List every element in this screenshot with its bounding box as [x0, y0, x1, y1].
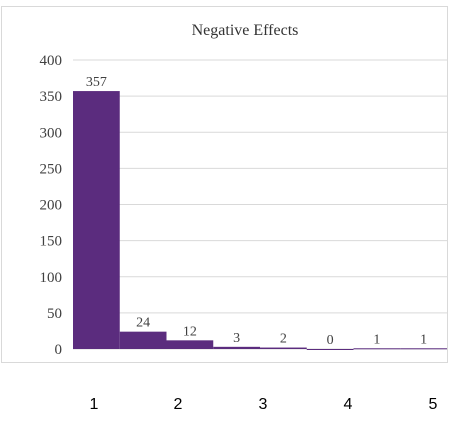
y-tick-label: 400 — [40, 53, 63, 69]
y-tick-label: 150 — [40, 234, 63, 250]
y-tick-label: 200 — [40, 198, 63, 214]
bars — [73, 91, 447, 350]
chart-title: Negative Effects — [192, 22, 299, 39]
y-tick-label: 300 — [40, 125, 63, 141]
data-label: 1 — [420, 332, 427, 347]
bottom-number-label: 3 — [259, 396, 268, 413]
y-tick-label: 250 — [40, 161, 63, 177]
y-tick-label: 0 — [55, 342, 63, 358]
bar — [166, 340, 214, 349]
data-label: 24 — [136, 316, 150, 331]
bottom-number-label: 1 — [90, 396, 99, 413]
data-label: 2 — [280, 332, 287, 347]
bar — [400, 348, 447, 350]
data-label: 357 — [86, 75, 107, 90]
bottom-number-label: 4 — [344, 396, 353, 413]
bar — [73, 91, 120, 349]
y-axis: 0 50 100 150 200 250 300 350 400 — [40, 53, 63, 358]
bar — [119, 331, 167, 349]
y-tick-label: 50 — [47, 306, 62, 322]
data-label: 1 — [373, 332, 380, 347]
bottom-labels: 1 2 3 4 5 — [90, 396, 438, 413]
bottom-number-label: 5 — [429, 396, 438, 413]
y-tick-label: 100 — [40, 270, 63, 286]
data-label: 12 — [183, 324, 197, 339]
y-tick-label: 350 — [40, 89, 63, 105]
bar — [213, 346, 260, 349]
bar — [260, 347, 307, 349]
data-labels: 357 24 12 3 2 0 1 1 — [86, 75, 427, 348]
data-label: 0 — [327, 333, 334, 348]
plot-area-border — [1, 6, 448, 363]
bar — [306, 349, 354, 350]
bar — [353, 348, 401, 350]
data-label: 3 — [233, 331, 240, 346]
bottom-number-label: 2 — [174, 396, 183, 413]
